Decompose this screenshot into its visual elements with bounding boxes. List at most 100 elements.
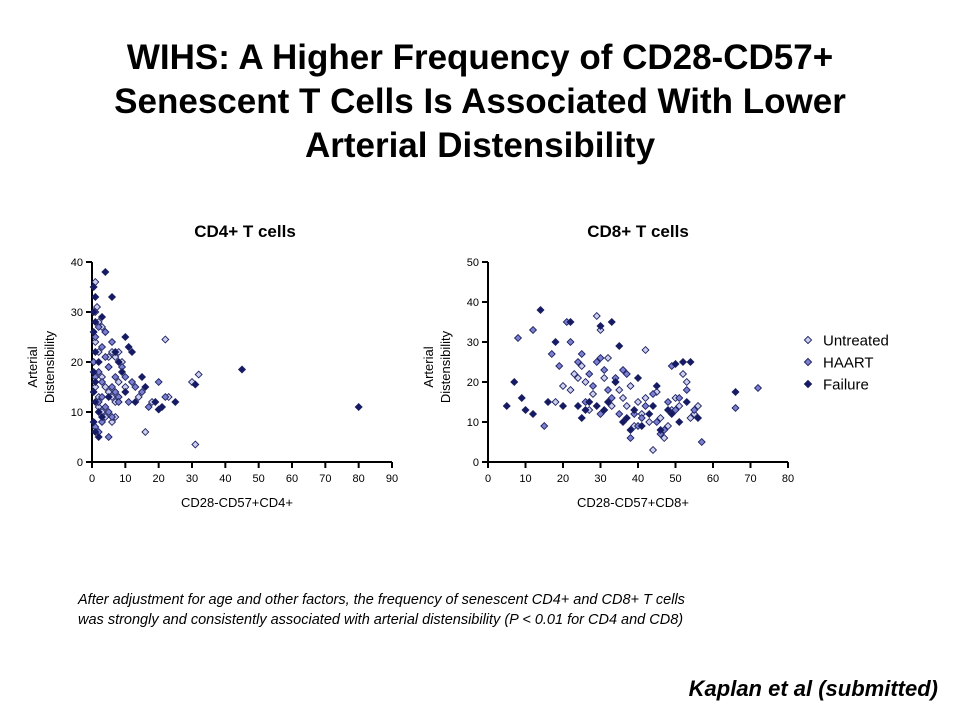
point-failure bbox=[686, 357, 695, 367]
point-haart bbox=[107, 337, 117, 347]
point-untreated bbox=[648, 445, 658, 455]
point-haart bbox=[626, 433, 635, 443]
point-failure bbox=[89, 417, 98, 427]
y-tick-label: 40 bbox=[467, 297, 479, 309]
point-haart bbox=[555, 361, 564, 371]
point-untreated bbox=[558, 381, 568, 391]
point-haart bbox=[637, 413, 646, 423]
point-haart bbox=[97, 342, 107, 352]
legend-label: HAART bbox=[823, 355, 874, 372]
x-tick-label: 70 bbox=[319, 473, 331, 485]
point-failure bbox=[124, 342, 133, 352]
point-untreated bbox=[581, 377, 590, 387]
point-untreated bbox=[618, 393, 628, 403]
point-failure bbox=[528, 409, 538, 419]
x-tick-label: 30 bbox=[186, 473, 198, 485]
x-tick-label: 50 bbox=[669, 473, 681, 485]
point-haart bbox=[592, 357, 601, 367]
point-untreated bbox=[141, 427, 150, 437]
point-failure bbox=[191, 380, 200, 389]
point-untreated bbox=[577, 361, 586, 371]
point-untreated bbox=[622, 401, 631, 411]
point-failure bbox=[667, 409, 676, 419]
point-haart bbox=[111, 372, 120, 382]
x-tick-label: 60 bbox=[286, 473, 298, 485]
legend-marker bbox=[803, 357, 813, 367]
point-untreated bbox=[645, 417, 654, 427]
point-failure bbox=[97, 412, 107, 422]
point-failure bbox=[603, 397, 613, 407]
legend: Untreated HAART Failure bbox=[803, 333, 889, 394]
point-untreated bbox=[91, 337, 100, 347]
point-haart bbox=[607, 393, 616, 403]
point-failure bbox=[581, 405, 590, 415]
point-failure bbox=[618, 417, 628, 427]
point-haart bbox=[641, 401, 650, 411]
point-failure bbox=[91, 347, 100, 357]
point-failure bbox=[89, 387, 98, 397]
point-haart bbox=[127, 377, 137, 387]
point-failure bbox=[675, 417, 684, 427]
caption-line: After adjustment for age and other facto… bbox=[78, 592, 685, 608]
x-tick-label: 0 bbox=[89, 473, 95, 485]
x-tick-label: 70 bbox=[744, 473, 756, 485]
point-failure bbox=[656, 425, 665, 435]
point-failure bbox=[91, 377, 100, 387]
point-failure bbox=[615, 341, 624, 351]
point-haart bbox=[540, 421, 549, 431]
point-haart bbox=[600, 365, 609, 375]
y-tick-label: 10 bbox=[71, 407, 83, 419]
point-failure bbox=[89, 307, 98, 317]
point-failure bbox=[510, 377, 519, 387]
point-haart bbox=[675, 393, 684, 403]
point-failure bbox=[121, 332, 130, 342]
point-failure bbox=[141, 382, 150, 392]
point-haart bbox=[652, 417, 661, 427]
y-tick-label: 40 bbox=[71, 257, 83, 269]
point-haart bbox=[144, 402, 153, 412]
point-haart bbox=[124, 397, 133, 407]
point-failure bbox=[596, 321, 605, 331]
point-haart bbox=[648, 389, 658, 399]
point-haart bbox=[101, 327, 110, 337]
point-haart bbox=[573, 357, 583, 367]
point-haart bbox=[104, 432, 113, 442]
title-line: Senescent T Cells Is Associated With Low… bbox=[114, 82, 846, 121]
point-failure bbox=[127, 347, 137, 357]
y-tick-label: 20 bbox=[71, 357, 83, 369]
point-haart bbox=[566, 337, 575, 347]
point-untreated bbox=[603, 353, 613, 363]
point-haart bbox=[101, 402, 110, 412]
point-failure bbox=[630, 405, 639, 415]
point-haart bbox=[97, 377, 107, 387]
citation: Kaplan et al (submitted) bbox=[688, 676, 938, 701]
point-haart bbox=[111, 387, 120, 397]
x-tick-label: 80 bbox=[782, 473, 794, 485]
point-untreated bbox=[607, 401, 616, 411]
legend-marker bbox=[803, 379, 813, 389]
point-failure bbox=[94, 357, 103, 367]
point-untreated bbox=[678, 369, 688, 379]
point-untreated bbox=[675, 401, 684, 411]
point-untreated bbox=[686, 413, 695, 423]
point-haart bbox=[682, 385, 691, 395]
point-untreated bbox=[641, 393, 650, 403]
point-haart bbox=[671, 405, 680, 415]
point-haart bbox=[137, 387, 147, 397]
point-failure bbox=[585, 397, 594, 407]
point-untreated bbox=[663, 421, 673, 431]
caption: After adjustment for age and other facto… bbox=[78, 590, 898, 630]
point-haart bbox=[596, 353, 605, 363]
point-failure bbox=[600, 405, 609, 415]
point-failure bbox=[558, 401, 568, 411]
point-haart bbox=[513, 333, 523, 343]
point-haart bbox=[97, 392, 107, 402]
x-tick-label: 80 bbox=[353, 473, 365, 485]
x-tick-label: 40 bbox=[632, 473, 644, 485]
point-failure bbox=[682, 397, 691, 407]
point-haart bbox=[596, 409, 605, 419]
point-failure bbox=[91, 292, 100, 302]
point-haart bbox=[121, 372, 130, 382]
title-line: WIHS: A Higher Frequency of CD28-CD57+ bbox=[126, 38, 834, 77]
y-tick-label: 30 bbox=[467, 337, 479, 349]
